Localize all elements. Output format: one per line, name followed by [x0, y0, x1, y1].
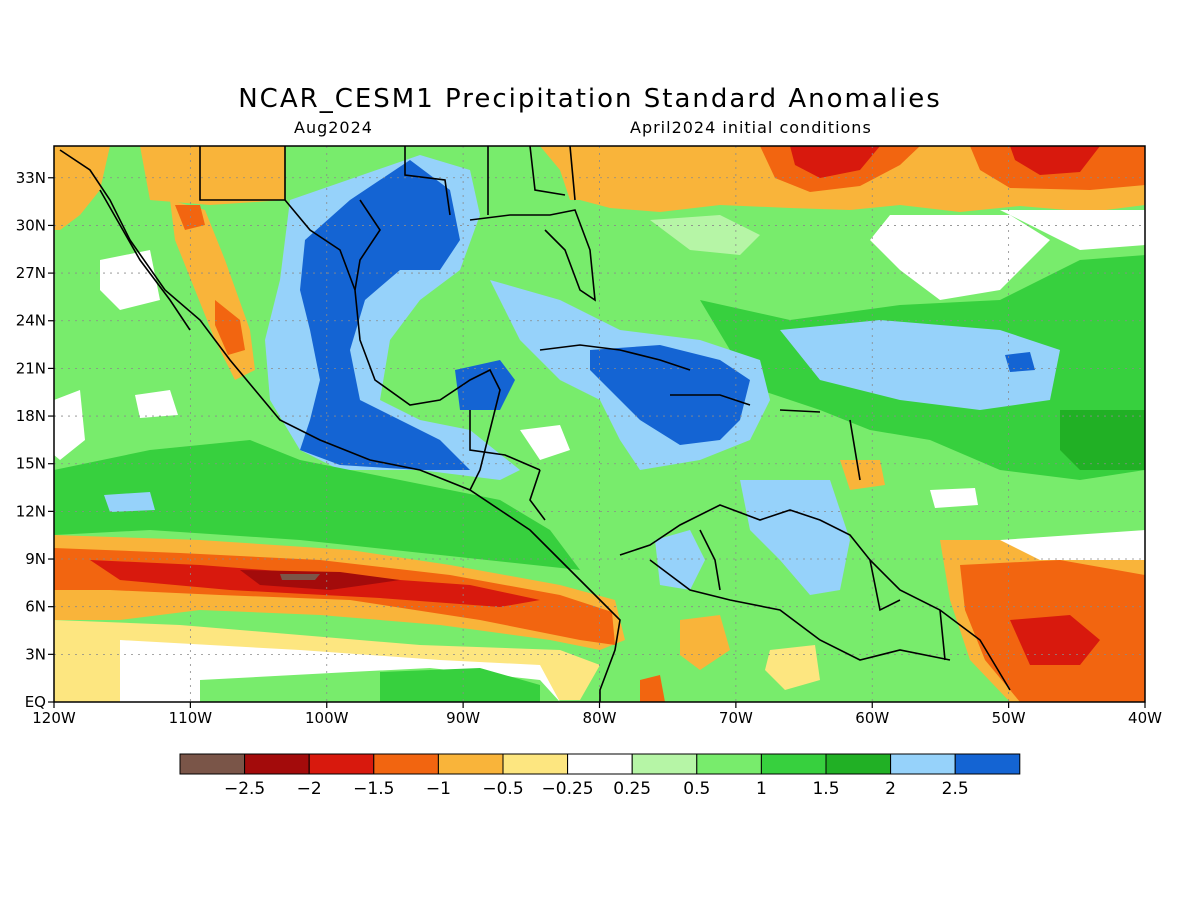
colorbar-swatch [373, 753, 439, 775]
y-tick-label: 3N [25, 645, 46, 663]
colorbar-swatch [502, 753, 569, 775]
atlantic-neutral-zone [870, 215, 1050, 300]
colorbar-label: −1.5 [353, 779, 394, 799]
colorbar-swatch [890, 753, 956, 775]
y-tick-label: 12N [16, 502, 46, 520]
y-tick-label: 27N [16, 264, 46, 282]
x-tick-label: 80W [583, 709, 617, 727]
pacific-green-band [54, 440, 580, 570]
colorbar [179, 753, 1021, 775]
coastlines [59, 146, 1011, 702]
colorbar-swatch [954, 753, 1021, 775]
map-gridlines [54, 146, 1145, 702]
colorbar-label: −2.5 [224, 779, 265, 799]
y-tick-label: 15N [16, 455, 46, 473]
y-tick-label: 24N [16, 312, 46, 330]
y-tick-label: 33N [16, 169, 46, 187]
x-tick-label: 50W [992, 709, 1026, 727]
colorbar-label: 1.5 [812, 779, 839, 799]
us-southeast-dry [540, 146, 650, 200]
x-tick-label: 60W [855, 709, 889, 727]
colorbar-swatch [631, 753, 698, 775]
latitude-axis: EQ 3N 6N 9N 12N 15N 18N 21N 24N 27N 30N 33N [16, 169, 54, 711]
colorbar-label: −1 [426, 779, 451, 799]
colorbar-swatch [437, 753, 504, 775]
colorbar-label: 0.5 [683, 779, 710, 799]
colorbar-swatch [244, 753, 310, 775]
y-tick-label: 30N [16, 216, 46, 234]
y-tick-label: 21N [16, 359, 46, 377]
colorbar-swatch [696, 753, 762, 775]
x-tick-label: 70W [719, 709, 753, 727]
y-tick-label: 6N [25, 598, 46, 616]
colorbar-swatch [567, 753, 633, 775]
colorbar-swatch [308, 753, 375, 775]
longitude-axis: 120W 110W 100W 90W 80W 70W 60W 50W 40W [32, 702, 1162, 727]
colorbar-label: −2 [297, 779, 322, 799]
colorbar-label: 0.25 [613, 779, 651, 799]
x-tick-label: 110W [169, 709, 213, 727]
colorbar-swatch [179, 753, 246, 775]
anomaly-map-field [54, 146, 1145, 702]
y-tick-label: 9N [25, 550, 46, 568]
x-tick-label: 120W [32, 709, 76, 727]
map-title: NCAR_CESM1 Precipitation Standard Anomal… [238, 84, 942, 114]
colorbar-label: 2 [885, 779, 896, 799]
gulf-wet-core [300, 160, 470, 470]
colorbar-swatch [825, 753, 892, 775]
x-tick-label: 90W [446, 709, 480, 727]
colorbar-labels: −2.5 −2 −1.5 −1 −0.5 −0.25 0.25 0.5 1 1.5 2 2.5 [224, 779, 969, 799]
colorbar-label: −0.5 [482, 779, 523, 799]
y-tick-label: 18N [16, 407, 46, 425]
colorbar-label: 2.5 [942, 779, 969, 799]
colorbar-label: 1 [756, 779, 767, 799]
colorbar-label: −0.25 [542, 779, 594, 799]
x-tick-label: 100W [305, 709, 349, 727]
forecast-month: Aug2024 [294, 118, 373, 137]
y-tick-label: EQ [25, 693, 46, 711]
initial-conditions-label: April2024 initial conditions [630, 118, 872, 137]
x-tick-label: 40W [1128, 709, 1162, 727]
colorbar-swatch [760, 753, 827, 775]
